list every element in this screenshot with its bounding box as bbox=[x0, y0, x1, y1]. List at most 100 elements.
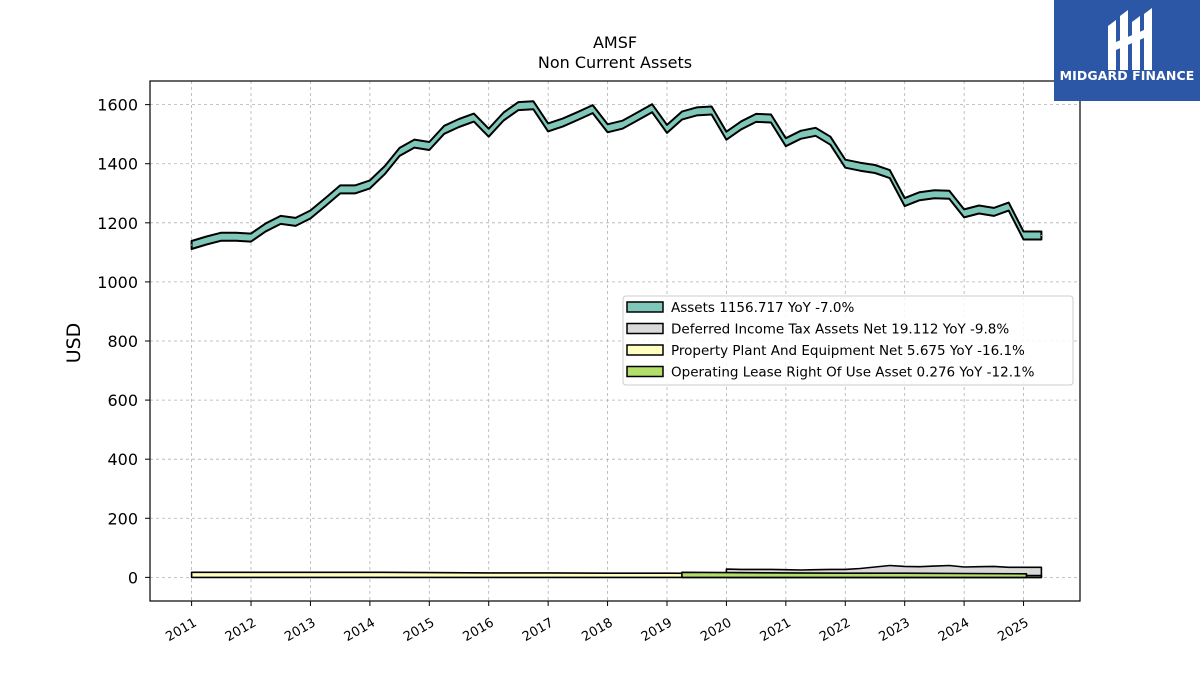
legend-box bbox=[622, 295, 1074, 386]
assets-data-point bbox=[547, 126, 549, 128]
x-tick-label: 2025 bbox=[995, 615, 1031, 645]
assets-data-point bbox=[413, 143, 416, 145]
logo-mark-icon bbox=[1108, 8, 1152, 70]
assets-data-point bbox=[918, 195, 921, 197]
assets-data-point bbox=[844, 163, 846, 165]
x-tick-label: 2012 bbox=[223, 615, 259, 645]
assets-data-point bbox=[651, 107, 653, 109]
assets-data-point bbox=[369, 183, 371, 186]
legend-label: Deferred Income Tax Assets Net 19.112 Yo… bbox=[671, 322, 1009, 338]
assets-data-point bbox=[428, 145, 430, 147]
assets-data-point bbox=[324, 201, 326, 203]
assets-data-point bbox=[978, 208, 980, 211]
assets-data-point bbox=[859, 166, 861, 168]
legend-swatch bbox=[626, 344, 664, 356]
brand-logo: MIDGARD FINANCE bbox=[1054, 0, 1200, 101]
x-tick-label: 2016 bbox=[461, 615, 497, 645]
legend-label: Property Plant And Equipment Net 5.675 Y… bbox=[671, 343, 1025, 359]
legend-label: Assets 1156.717 YoY -7.0% bbox=[671, 300, 855, 316]
assets-data-point bbox=[904, 201, 906, 203]
assets-data-point bbox=[473, 117, 475, 119]
assets-data-point bbox=[562, 121, 564, 123]
assets-data-point bbox=[458, 122, 460, 124]
assets-data-point bbox=[190, 244, 193, 246]
y-tick-label: 1400 bbox=[97, 155, 138, 174]
assets-data-point bbox=[681, 114, 683, 117]
assets-data-point bbox=[1022, 234, 1025, 237]
assets-data-point bbox=[220, 236, 222, 238]
assets-data-point bbox=[785, 141, 787, 143]
assets-data-point bbox=[294, 221, 297, 223]
x-tick-label: 2022 bbox=[817, 615, 853, 645]
legend-swatch bbox=[626, 301, 664, 313]
y-tick-label: 200 bbox=[107, 509, 138, 528]
logo-text: MIDGARD FINANCE bbox=[1059, 68, 1195, 83]
x-tick-label: 2023 bbox=[877, 615, 913, 645]
assets-data-point bbox=[398, 151, 401, 153]
assets-data-point bbox=[250, 236, 252, 239]
legend: Assets 1156.717 YoY -7.0% Deferred Income… bbox=[622, 295, 1074, 386]
x-tick-label: 2020 bbox=[698, 615, 734, 645]
assets-data-point bbox=[889, 173, 891, 175]
assets-data-point bbox=[1040, 234, 1042, 237]
assets-data-point bbox=[696, 110, 698, 113]
chart-subtitle: Non Current Assets bbox=[538, 53, 692, 72]
x-tick-label: 2021 bbox=[758, 615, 794, 645]
assets-data-point bbox=[1008, 205, 1010, 208]
x-axis: 2011 2012 2013 2014 2015 2016 2017 2018 2019 2020… bbox=[163, 601, 1032, 645]
assets-data-point bbox=[710, 109, 713, 112]
x-tick-label: 2011 bbox=[163, 615, 199, 645]
chart-title: AMSF bbox=[593, 33, 637, 52]
assets-data-point bbox=[800, 134, 802, 136]
x-tick-label: 2017 bbox=[520, 615, 556, 645]
assets-data-point bbox=[309, 213, 312, 216]
legend-label: Operating Lease Right Of Use Asset 0.276… bbox=[671, 365, 1035, 381]
y-tick-label: 600 bbox=[107, 391, 138, 410]
y-tick-label: 1600 bbox=[97, 96, 138, 115]
assets-data-point bbox=[384, 169, 386, 171]
assets-data-point bbox=[755, 117, 757, 119]
assets-data-point bbox=[235, 236, 237, 238]
x-tick-label: 2024 bbox=[936, 615, 972, 645]
y-tick-label: 0 bbox=[128, 568, 138, 587]
assets-data-point bbox=[577, 115, 579, 117]
assets-data-point bbox=[488, 132, 490, 134]
assets-data-point bbox=[666, 128, 668, 130]
assets-data-point bbox=[517, 105, 520, 107]
series-3 bbox=[681, 571, 1028, 579]
assets-data-point bbox=[963, 212, 965, 214]
x-tick-label: 2013 bbox=[282, 615, 318, 645]
assets-data-point bbox=[265, 226, 267, 228]
assets-data-point bbox=[874, 168, 876, 170]
y-tick-label: 1200 bbox=[97, 214, 138, 233]
assets-data-point bbox=[532, 104, 534, 106]
lease-series-area bbox=[681, 571, 1028, 579]
assets-data-point bbox=[948, 194, 950, 196]
assets-data-point bbox=[205, 239, 208, 242]
legend-swatch bbox=[626, 365, 664, 378]
y-tick-label: 800 bbox=[107, 332, 138, 351]
assets-data-point bbox=[606, 127, 609, 129]
x-tick-label: 2015 bbox=[401, 615, 437, 645]
series-0 bbox=[190, 100, 1043, 250]
assets-data-point bbox=[933, 193, 936, 195]
x-tick-label: 2014 bbox=[342, 615, 378, 645]
assets-data-point bbox=[636, 115, 638, 118]
y-tick-label: 1000 bbox=[97, 273, 138, 292]
assets-data-point bbox=[502, 115, 505, 118]
assets-data-point bbox=[354, 188, 356, 191]
assets-data-point bbox=[740, 124, 742, 126]
assets-data-point bbox=[770, 117, 772, 120]
y-axis: 0 200 400 600 800 1000 1200 1400 1600 bbox=[97, 96, 150, 587]
x-tick-label: 2018 bbox=[579, 615, 615, 645]
assets-data-point bbox=[592, 108, 594, 110]
assets-series-band bbox=[190, 100, 1043, 250]
assets-data-point bbox=[621, 124, 624, 126]
series-layer bbox=[190, 100, 1043, 579]
assets-data-point bbox=[280, 219, 282, 221]
assets-data-point bbox=[443, 129, 445, 131]
legend-swatch bbox=[626, 322, 664, 335]
assets-data-point bbox=[829, 140, 832, 142]
x-tick-label: 2019 bbox=[639, 615, 675, 645]
